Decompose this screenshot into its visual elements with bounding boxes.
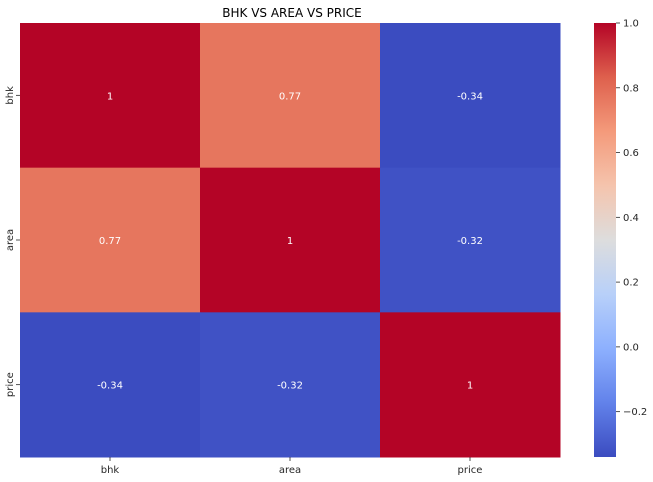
- heatmap-cell-price-price: [380, 312, 561, 458]
- heatmap-cell-bhk-bhk: [20, 23, 201, 169]
- x-tick-label-bhk: bhk: [101, 465, 120, 476]
- y-axis: bhk area price: [5, 86, 20, 397]
- y-tick-label-price: price: [5, 372, 16, 397]
- colorbar-tick-label: 0.4: [623, 213, 639, 224]
- y-tick-label-bhk: bhk: [5, 86, 16, 105]
- cell-annotation-price-bhk: -0.34: [97, 381, 123, 392]
- x-tick-label-price: price: [458, 465, 483, 476]
- colorbar-tick-label: 1.0: [623, 19, 639, 30]
- heatmap-cell-area-area: [200, 167, 381, 313]
- cell-annotation-area-area: 1: [287, 236, 293, 247]
- colorbar-tick-label: 0.2: [623, 278, 639, 289]
- x-axis: bhk area price: [101, 457, 483, 476]
- heatmap-cell-price-area: [200, 312, 381, 458]
- colorbar-tick-label: 0.0: [623, 342, 639, 353]
- y-tick-label-area: area: [5, 229, 16, 251]
- colorbar-tick-label: −0.2: [623, 407, 647, 418]
- cell-annotation-bhk-bhk: 1: [107, 91, 113, 102]
- x-tick-label-area: area: [279, 465, 301, 476]
- cell-annotation-bhk-price: -0.34: [457, 91, 483, 102]
- heatmap-cell-bhk-area: [200, 23, 381, 169]
- colorbar: 1.0 0.8 0.6 0.4 0.2 0.0 −0.2: [594, 19, 647, 457]
- chart-title: BHK VS AREA VS PRICE: [222, 6, 361, 20]
- colorbar-gradient: [594, 23, 616, 457]
- cell-annotation-area-bhk: 0.77: [99, 236, 121, 247]
- colorbar-tick-label: 0.8: [623, 83, 639, 94]
- heatmap-cell-area-price: [380, 167, 561, 313]
- cell-annotation-price-price: 1: [467, 381, 473, 392]
- heatmap-cell-area-bhk: [20, 167, 201, 313]
- colorbar-tick-label: 0.6: [623, 148, 639, 159]
- heatmap-cells: 1 0.77 -0.34 0.77 1 -0.32 -0.34 -0.32 1: [20, 23, 561, 458]
- cell-annotation-bhk-area: 0.77: [279, 91, 301, 102]
- cell-annotation-area-price: -0.32: [457, 236, 483, 247]
- cell-annotation-price-area: -0.32: [277, 381, 303, 392]
- heatmap-cell-bhk-price: [380, 23, 561, 169]
- heatmap-cell-price-bhk: [20, 312, 201, 458]
